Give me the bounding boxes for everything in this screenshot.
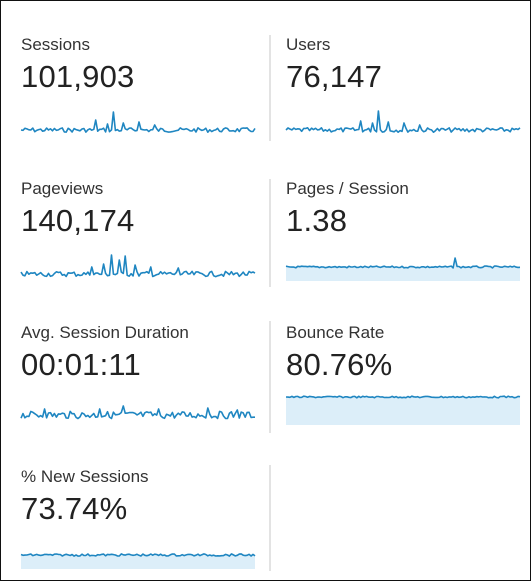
sparkline: [20, 254, 256, 278]
sparkline: [20, 405, 255, 420]
sparkline-line: [20, 553, 256, 557]
sparkline-line: [20, 405, 255, 420]
metric-label: Sessions: [21, 35, 90, 54]
metric-card-avg-session-duration[interactable]: Avg. Session Duration 00:01:11: [20, 323, 261, 443]
metric-label: Users: [286, 35, 331, 54]
sparkline: [20, 111, 256, 133]
metric-value: 73.74%: [21, 491, 128, 526]
metric-label: Avg. Session Duration: [21, 323, 189, 342]
column-divider-row-2: [269, 179, 271, 287]
sparkline-line: [20, 254, 256, 278]
sparkline-line: [285, 110, 521, 133]
sparkline-area: [286, 258, 520, 281]
column-divider-row-4: [269, 465, 271, 571]
metric-label: Pages / Session: [286, 179, 409, 198]
metric-value: 1.38: [286, 203, 348, 238]
sparkline-area: [286, 396, 520, 425]
column-divider-row-1: [269, 35, 271, 141]
metric-card-pages-per-session[interactable]: Pages / Session 1.38: [285, 179, 526, 299]
metric-value: 80.76%: [286, 347, 393, 382]
sparkline-area: [21, 553, 255, 569]
metric-label: Bounce Rate: [286, 323, 385, 342]
sparkline-line: [285, 395, 521, 399]
metric-card-pageviews[interactable]: Pageviews 140,174: [20, 179, 261, 299]
metric-value: 140,174: [21, 203, 135, 238]
metric-value: 101,903: [21, 59, 135, 94]
metric-card-bounce-rate[interactable]: Bounce Rate 80.76%: [285, 323, 526, 443]
metric-card-users[interactable]: Users 76,147: [285, 35, 526, 155]
sparkline-line: [285, 257, 521, 269]
metric-card-sessions[interactable]: Sessions 101,903: [20, 35, 261, 155]
metric-card-new-sessions[interactable]: % New Sessions 73.74%: [20, 467, 261, 587]
sparkline: [285, 110, 521, 133]
sparkline: [20, 553, 256, 569]
metric-value: 00:01:11: [21, 347, 141, 382]
metric-value: 76,147: [286, 59, 383, 94]
metric-label: % New Sessions: [21, 467, 149, 486]
sparkline-line: [20, 111, 256, 133]
sparkline: [285, 395, 521, 425]
metric-label: Pageviews: [21, 179, 104, 198]
sparkline: [285, 257, 521, 281]
column-divider-row-3: [269, 321, 271, 433]
